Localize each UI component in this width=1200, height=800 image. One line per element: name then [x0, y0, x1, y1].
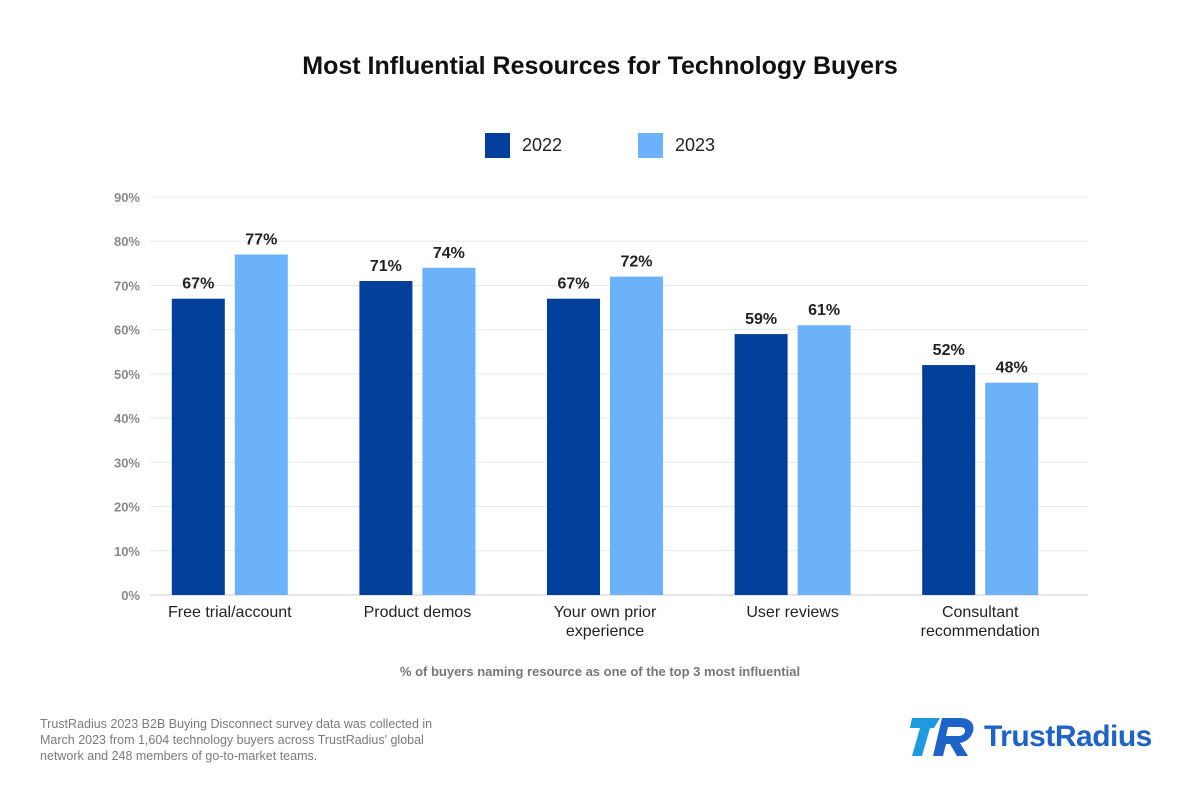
trustradius-logo-icon: [910, 718, 974, 756]
bar-2023: [985, 382, 1039, 595]
bar-chart: 0% 10% 20% 30% 40% 50% 60% 70% 80% 90% 67% 77% Free …: [114, 190, 1088, 640]
x-category-label: Your own prior experience: [554, 604, 657, 640]
data-label-2022: 52%: [933, 342, 965, 359]
x-category-label: Product demos: [364, 604, 472, 621]
survey-footnote: TrustRadius 2023 B2B Buying Disconnect s…: [40, 717, 433, 763]
bar-2022: [547, 298, 600, 595]
legend-item-2022: 2022: [484, 133, 562, 158]
data-label-2022: 67%: [182, 276, 214, 293]
x-category-label: Free trial/account: [168, 604, 292, 621]
data-label-2023: 74%: [433, 245, 465, 262]
y-tick-label: 30%: [114, 455, 140, 470]
y-tick-label: 10%: [114, 544, 140, 559]
bar-2022: [359, 281, 413, 595]
trustradius-logo: TrustRadius: [910, 716, 1152, 758]
data-label-2022: 71%: [370, 258, 402, 275]
data-label-2023: 61%: [808, 302, 840, 319]
legend-swatch-2022: [484, 133, 510, 158]
y-tick-label: 90%: [114, 190, 140, 205]
data-label-2022: 59%: [745, 311, 777, 328]
bar-2023: [422, 267, 476, 595]
data-label-2023: 77%: [245, 231, 277, 248]
chart-title: Most Influential Resources for Technolog…: [302, 52, 898, 80]
y-tick-label: 80%: [114, 234, 140, 249]
legend-swatch-2023: [638, 133, 663, 158]
data-label-2023: 48%: [996, 360, 1028, 377]
data-label-2023: 72%: [620, 254, 652, 271]
y-tick-label: 40%: [114, 411, 140, 426]
data-label-2022: 67%: [557, 276, 589, 293]
bar-2023: [234, 254, 288, 595]
bar-2023: [797, 325, 851, 595]
x-category-label: User reviews: [746, 604, 838, 621]
y-tick-label: 0%: [121, 588, 140, 603]
y-tick-label: 70%: [114, 278, 140, 293]
chart-legend: 2022 2023: [0, 133, 1200, 158]
y-tick-label: 50%: [114, 367, 140, 382]
bar-2022: [922, 365, 976, 595]
logo-wordmark: TrustRadius: [984, 720, 1152, 753]
y-tick-label: 60%: [114, 323, 140, 338]
legend-item-2023: 2023: [638, 133, 715, 158]
x-axis-note: % of buyers naming resource as one of th…: [399, 664, 801, 679]
x-category-label: Consultant recommendation: [921, 604, 1040, 640]
bar-2022: [171, 298, 225, 595]
bar-2022: [734, 334, 788, 595]
bar-2023: [610, 276, 663, 595]
legend-label-2022: 2022: [521, 135, 562, 155]
y-tick-label: 20%: [114, 500, 140, 515]
legend-label-2023: 2023: [675, 135, 716, 155]
